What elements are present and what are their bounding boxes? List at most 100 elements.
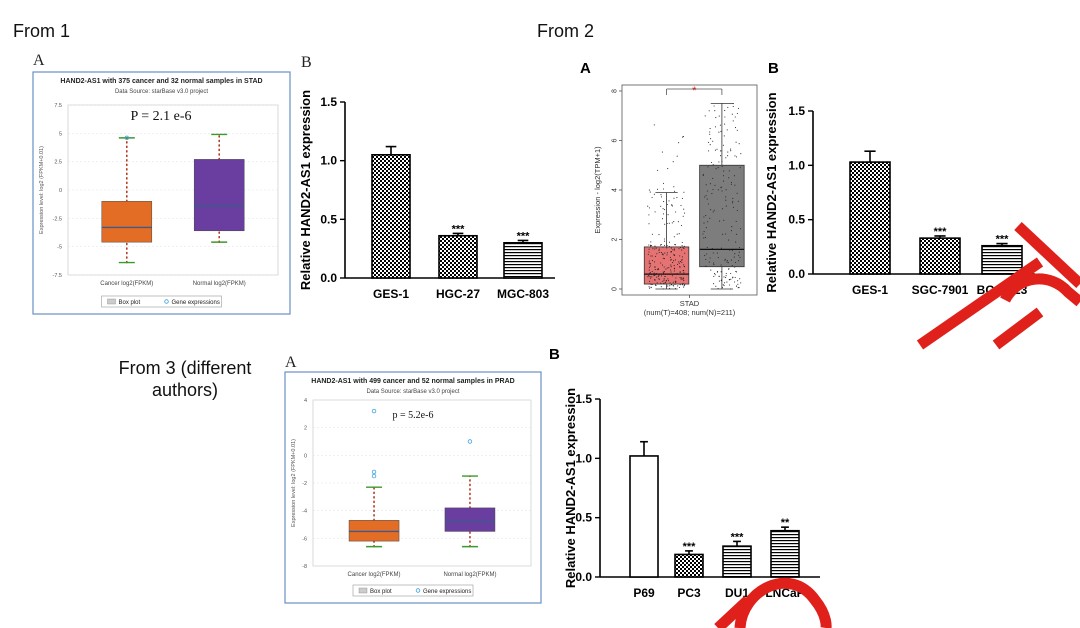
category-label: Normal log2(FPKM) [193,281,246,287]
legend-gene-expr: Gene expressions [423,589,471,595]
data-point [669,285,671,287]
data-point [665,279,667,282]
data-point [728,268,730,270]
y-tick-label: -5 [57,245,62,251]
data-point [666,254,668,256]
data-point [709,128,711,130]
data-point [725,199,727,201]
significance-marker: * [692,85,697,97]
legend-frame [101,295,222,308]
data-point [715,117,717,119]
x-category-label: P69 [633,586,655,600]
bar-sgc-7901 [919,237,961,275]
data-point [647,253,649,255]
data-point [670,266,672,268]
data-point [651,276,653,278]
watermark-stroke [992,307,1044,350]
data-point [704,115,706,117]
data-point [681,241,683,244]
data-point [733,175,736,177]
data-point [726,281,728,283]
data-point [664,275,666,277]
data-point [668,241,671,243]
panel-frame [32,71,291,315]
data-point [652,248,654,250]
data-point [680,278,682,280]
bar-p69 [629,455,659,578]
data-point [736,129,738,131]
data-point [683,266,685,268]
data-point [650,273,652,275]
data-point [724,116,726,118]
data-point [678,286,680,288]
data-point [670,271,672,273]
data-point [648,262,650,264]
data-point [703,222,705,224]
box-iqr [643,246,690,285]
data-point [730,148,732,150]
data-point [660,286,662,288]
data-point [648,223,650,225]
data-point [670,269,672,271]
data-point [658,249,660,251]
data-point [723,135,725,137]
sample-count-note: (num(T)=408; num(N)=211) [644,308,736,317]
data-point [667,278,669,280]
data-point [682,247,684,249]
data-point [720,150,722,152]
data-point [725,272,727,275]
panel-frame [284,371,542,604]
chart-title: HAND2-AS1 with 375 cancer and 32 normal … [60,78,262,85]
data-point [681,256,683,258]
data-point [672,262,674,264]
data-point [705,184,707,186]
data-point [720,130,722,132]
data-point [703,231,705,233]
box-normal [699,102,745,290]
data-point [650,241,652,243]
data-point [656,188,659,190]
data-point [709,131,711,133]
data-point [740,153,742,155]
data-point [683,270,685,272]
y-tick-label: -7.5 [53,273,62,279]
legend-gene-expr: Gene expressions [172,300,220,306]
data-point [658,251,660,253]
data-point [709,257,711,259]
x-category-label: HGC-27 [436,287,480,301]
data-point [714,274,716,276]
data-point [660,205,662,207]
legend-swatch-box [107,298,116,305]
data-point [658,268,660,271]
data-point [710,269,712,271]
outlier-point [467,439,473,444]
data-point [672,249,674,251]
header-from3-line1: From 3 (different [118,358,252,378]
outlier-point [124,135,129,141]
panel-label: A [33,52,45,69]
data-point [648,244,650,246]
data-point [731,113,733,115]
data-point [663,201,665,203]
data-point [734,276,736,279]
data-point [681,259,683,261]
panel-label: B [549,346,560,363]
category-label: Cancer log2(FPKM) [100,281,153,287]
data-point [651,255,653,257]
data-point [730,272,732,275]
data-point [662,246,664,248]
y-tick-label: 8 [612,89,619,93]
data-point [713,105,715,107]
data-point [721,165,723,168]
data-point [653,261,656,263]
x-category-label: GES-1 [852,283,888,297]
data-point [734,261,737,264]
data-point [682,278,684,280]
data-point [719,220,721,222]
data-point [729,278,731,281]
data-point [713,262,715,264]
bar-pc3 [674,553,704,578]
data-point [671,275,673,277]
data-point [730,278,732,280]
data-point [651,260,653,262]
